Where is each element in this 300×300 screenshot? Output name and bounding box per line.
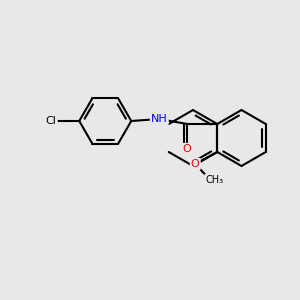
Text: O: O [191, 159, 200, 169]
Text: NH: NH [151, 114, 168, 124]
Text: Cl: Cl [46, 116, 57, 126]
Text: CH₃: CH₃ [205, 175, 223, 185]
Text: O: O [183, 144, 192, 154]
